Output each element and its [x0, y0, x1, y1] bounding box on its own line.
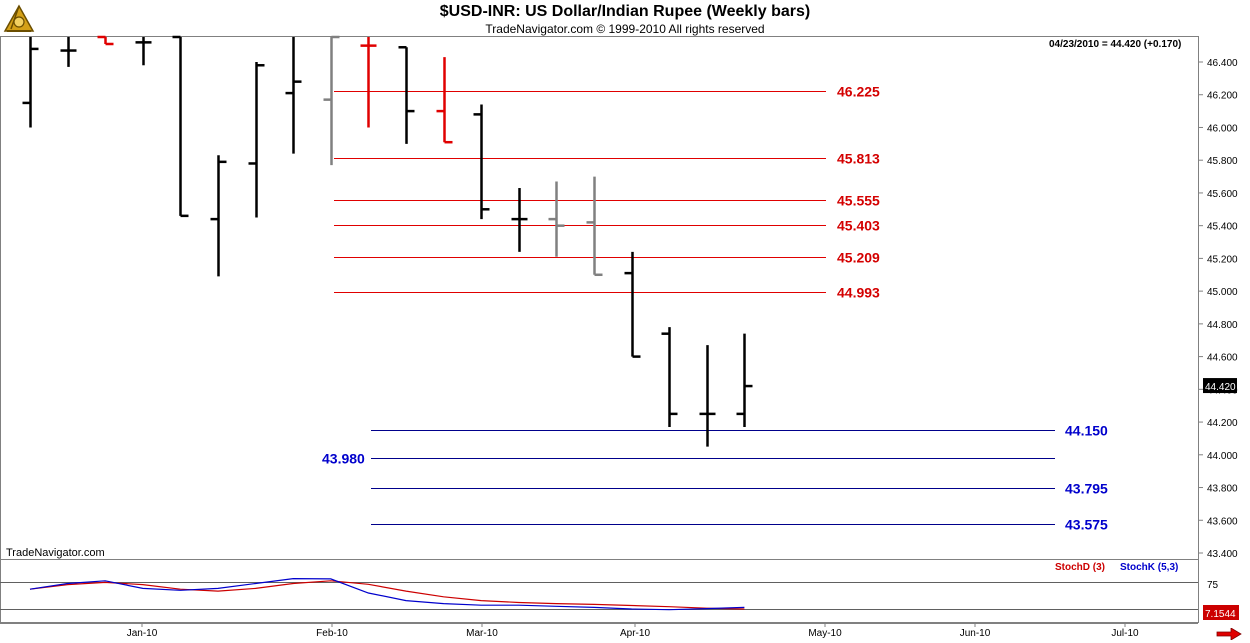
ohlc-bar — [97, 35, 114, 46]
ohlc-bar — [699, 345, 716, 447]
ohlc-bar — [135, 37, 152, 66]
x-tick-label: Jun-10 — [960, 628, 991, 639]
y-tick-label: 45.600 — [1207, 189, 1238, 200]
stoch-tick-75: 75 — [1207, 580, 1219, 591]
last-price-text: 44.420 — [1205, 382, 1236, 393]
resistance-label: 44.993 — [837, 285, 880, 301]
legend-stochk: StochK (5,3) — [1120, 562, 1178, 573]
ohlc-bar — [586, 176, 603, 277]
y-tick-label: 44.800 — [1207, 320, 1238, 331]
ohlc-bar — [285, 37, 302, 154]
scroll-right-arrow-icon[interactable] — [1216, 628, 1242, 640]
stoch-value-badge — [1203, 605, 1239, 620]
price-bars — [22, 35, 753, 447]
chart-subtitle: TradeNavigator.com © 1999-2010 All right… — [485, 22, 765, 36]
ohlc-bar — [736, 333, 753, 427]
resistance-label: 45.209 — [837, 250, 880, 266]
y-tick-label: 45.200 — [1207, 254, 1238, 265]
x-tick-label: Jul-10 — [1111, 628, 1139, 639]
support-label: 43.575 — [1065, 517, 1108, 533]
x-tick-label: Jan-10 — [127, 628, 158, 639]
fib-levels: 46.225 45.813 45.555 45.403 45.209 44.993 44.1… — [322, 84, 1108, 533]
ohlc-bar — [398, 46, 415, 144]
legend-stochd: StochD (3) — [1055, 562, 1105, 573]
y-tick-label: 45.400 — [1207, 222, 1238, 233]
ohlc-bar — [210, 155, 227, 277]
ohlc-bar — [22, 37, 39, 128]
support-label: 43.795 — [1065, 481, 1108, 497]
value-badges: 44.420 7.1544 — [1203, 378, 1239, 620]
resistance-label: 45.403 — [837, 218, 880, 234]
x-tick-label: Feb-10 — [316, 628, 348, 639]
y-tick-label: 43.800 — [1207, 484, 1238, 495]
x-axis: Jan-10 Feb-10 Mar-10 Apr-10 May-10 Jun-10 Jul-… — [127, 623, 1139, 639]
x-tick-label: May-10 — [808, 628, 842, 639]
x-tick-label: Apr-10 — [620, 628, 650, 639]
stochastic-lines — [29, 577, 745, 611]
ohlc-bar — [661, 327, 678, 427]
y-tick-label: 46.000 — [1207, 123, 1238, 134]
resistance-label: 46.225 — [837, 84, 880, 100]
ohlc-bar — [323, 35, 340, 166]
ohlc-bar — [473, 104, 490, 220]
x-tick-label: Mar-10 — [466, 628, 498, 639]
y-axis: 46.400 46.200 46.000 45.800 45.600 45.400 45.2… — [1198, 58, 1238, 560]
stochastic-panel — [0, 559, 1199, 623]
support-label: 43.980 — [322, 451, 365, 467]
y-tick-label: 44.200 — [1207, 418, 1238, 429]
chart-title: $USD-INR: US Dollar/Indian Rupee (Weekly… — [439, 3, 811, 20]
stoch-value-text: 7.1544 — [1205, 609, 1236, 620]
resistance-label: 45.555 — [837, 193, 880, 209]
sextant-logo-icon — [3, 4, 35, 32]
y-tick-label: 44.000 — [1207, 451, 1238, 462]
y-tick-label: 45.000 — [1207, 287, 1238, 298]
resistance-label: 45.813 — [837, 151, 880, 167]
watermark-text: TradeNavigator.com — [6, 547, 105, 559]
ohlc-bar — [60, 37, 77, 67]
last-quote-label: 04/23/2010 = 44.420 (+0.170) — [1049, 39, 1181, 50]
ohlc-bar — [436, 57, 453, 144]
ohlc-bar — [172, 35, 189, 218]
stochd-line — [29, 580, 745, 610]
y-tick-label: 46.200 — [1207, 91, 1238, 102]
ohlc-bar — [360, 37, 377, 128]
support-label: 44.150 — [1065, 423, 1108, 439]
last-price-badge — [1203, 378, 1237, 394]
ohlc-bar — [248, 62, 265, 218]
stochk-line — [29, 577, 745, 611]
y-tick-label: 44.600 — [1207, 353, 1238, 364]
y-tick-label: 46.400 — [1207, 58, 1238, 69]
y-tick-label: 43.600 — [1207, 516, 1238, 527]
ohlc-bar — [624, 251, 641, 358]
y-tick-label: 45.800 — [1207, 156, 1238, 167]
y-tick-label: 43.400 — [1207, 549, 1238, 560]
ohlc-bar — [548, 181, 565, 257]
ohlc-bar — [511, 188, 528, 252]
